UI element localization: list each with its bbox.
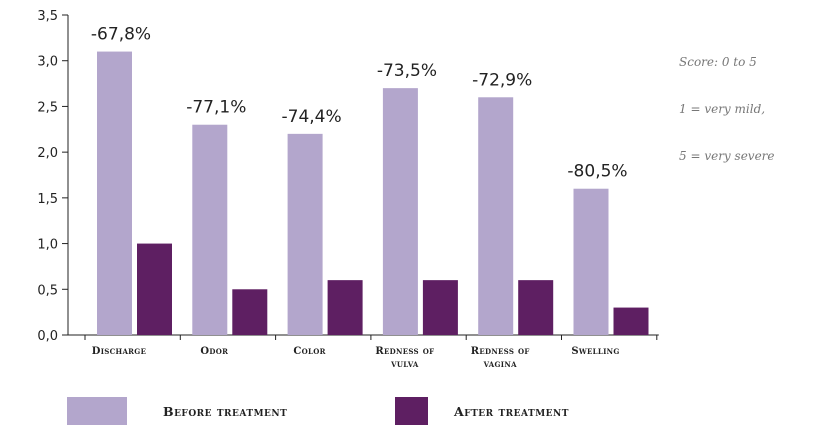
bar-after-treatment <box>327 280 363 335</box>
chart-legend: Before treatment After treatment <box>67 397 569 425</box>
category-label: vulva <box>390 359 419 370</box>
y-tick-label: 1,5 <box>37 192 58 207</box>
score-notes: Score: 0 to 5 1 = very mild, 5 = very se… <box>679 55 775 163</box>
bar-after-treatment <box>232 289 268 335</box>
note-line-3: 5 = very severe <box>679 149 775 163</box>
chart-labels: -67,8% Discharge -77,1% Odor -74,4% Color -73,… <box>91 25 628 370</box>
percent-change-label: -77,1% <box>186 98 246 118</box>
category-label: vagina <box>483 359 517 370</box>
percent-change-label: -74,4% <box>282 107 342 127</box>
bar-after-treatment <box>422 280 458 335</box>
category-label: Swelling <box>571 346 619 357</box>
bar-before-treatment <box>287 133 323 335</box>
chart-bars <box>97 51 649 336</box>
bar-before-treatment <box>573 188 609 335</box>
bar-before-treatment <box>382 88 418 336</box>
legend-label-before: Before treatment <box>163 404 287 419</box>
percent-change-label: -80,5% <box>567 162 627 182</box>
bar-after-treatment <box>137 243 172 335</box>
y-tick-label: 0,0 <box>37 329 58 344</box>
note-line-1: Score: 0 to 5 <box>679 55 757 69</box>
note-line-2: 1 = very mild, <box>679 102 765 116</box>
bar-after-treatment <box>518 280 554 335</box>
legend-swatch-after <box>395 397 428 425</box>
percent-change-label: -67,8% <box>91 25 151 45</box>
y-tick-label: 3,5 <box>37 9 58 24</box>
category-label: Redness of <box>375 346 434 357</box>
category-label: Discharge <box>92 346 146 357</box>
y-tick-label: 2,5 <box>37 100 58 115</box>
bar-before-treatment <box>478 97 514 336</box>
legend-swatch-before <box>67 397 127 425</box>
percent-change-label: -73,5% <box>377 61 437 81</box>
legend-label-after: After treatment <box>453 404 569 419</box>
bar-before-treatment <box>192 124 228 335</box>
category-label: Odor <box>200 346 228 357</box>
bar-before-treatment <box>97 51 132 335</box>
y-tick-label: 2,0 <box>37 146 58 161</box>
y-tick-label: 1,0 <box>37 238 58 253</box>
category-label: Redness of <box>471 346 530 357</box>
y-tick-label: 3,0 <box>37 55 58 70</box>
percent-change-label: -72,9% <box>472 70 532 90</box>
category-label: Color <box>293 346 325 357</box>
y-tick-label: 0,5 <box>37 283 58 298</box>
bar-after-treatment <box>613 307 649 335</box>
